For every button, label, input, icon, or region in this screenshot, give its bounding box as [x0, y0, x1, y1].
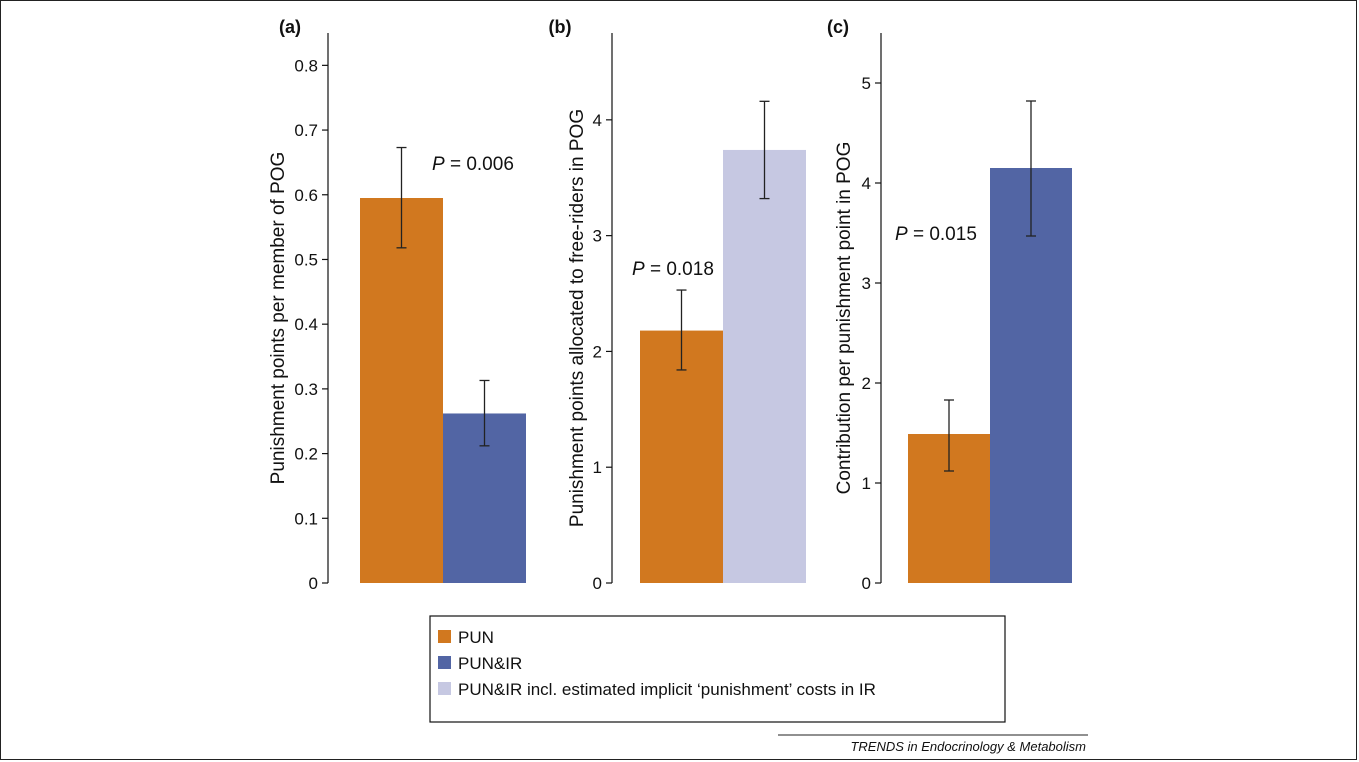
panel-label: (c): [827, 17, 849, 37]
y-tick-label: 3: [593, 227, 602, 246]
legend-label-pun-ir-incl: PUN&IR incl. estimated implicit ‘punishm…: [458, 680, 876, 699]
y-tick-label: 0: [593, 574, 602, 593]
y-tick-label: 4: [862, 174, 871, 193]
bar-pun-ir: [990, 168, 1072, 583]
y-tick-label: 2: [862, 374, 871, 393]
panel-label: (a): [279, 17, 301, 37]
bar-pun: [640, 330, 723, 583]
p-value-annotation: P = 0.006: [432, 154, 514, 175]
p-value-annotation: P = 0.018: [632, 259, 714, 280]
y-axis-label: Punishment points allocated to free-ride…: [567, 109, 588, 527]
y-axis-label: Punishment points per member of POG: [268, 152, 289, 485]
y-tick-label: 0.2: [294, 445, 318, 464]
y-tick-label: 0: [309, 574, 318, 593]
p-value-symbol: P: [432, 154, 445, 175]
y-tick-label: 0.1: [294, 509, 318, 528]
p-value-number: = 0.006: [445, 154, 514, 175]
legend-label-pun: PUN: [458, 628, 494, 647]
credit-text: TRENDS in Endocrinology & Metabolism: [850, 739, 1086, 754]
y-tick-label: 0.6: [294, 186, 318, 205]
legend-swatch-pun: [438, 630, 451, 643]
y-tick-label: 0: [862, 574, 871, 593]
y-tick-label: 0.4: [294, 315, 318, 334]
y-tick-label: 0.8: [294, 56, 318, 75]
y-axis-label: Contribution per punishment point in POG: [834, 142, 855, 495]
p-value-symbol: P: [632, 259, 645, 280]
y-tick-label: 1: [862, 474, 871, 493]
bar-pun-ir: [723, 149, 806, 583]
y-tick-label: 4: [593, 111, 602, 130]
y-tick-label: 0.3: [294, 380, 318, 399]
y-tick-label: 2: [593, 342, 602, 361]
y-tick-label: 3: [862, 274, 871, 293]
y-tick-label: 0.5: [294, 250, 318, 269]
p-value-annotation: P = 0.015: [895, 224, 977, 245]
y-tick-label: 0.7: [294, 121, 318, 140]
p-value-number: = 0.015: [908, 224, 977, 245]
legend-label-pun-ir: PUN&IR: [458, 654, 522, 673]
panel-b: (b) 0 1 2 3 4 Punishment points allocated to f…: [549, 17, 806, 593]
p-value-symbol: P: [895, 224, 908, 245]
y-tick-label: 5: [862, 74, 871, 93]
p-value-number: = 0.018: [645, 259, 714, 280]
legend: PUN PUN&IR PUN&IR incl. estimated implic…: [429, 615, 1006, 723]
panel-c: (c) 0 1 2 3 4 5 Contribution per punishment poi…: [827, 17, 1072, 593]
legend-box: [429, 615, 1006, 723]
legend-swatch-pun-ir: [438, 656, 451, 669]
bar-pun: [360, 198, 443, 583]
panel-a: (a) 0 0.1 0.2 0.3 0.4 0.5 0.6 0.7 0.8 Punishment p…: [268, 17, 526, 593]
chart-panels: (a) 0 0.1 0.2 0.3 0.4 0.5 0.6 0.7 0.8 Punishment p…: [268, 17, 1072, 593]
panel-label: (b): [549, 17, 572, 37]
legend-swatch-pun-ir-incl: [438, 682, 451, 695]
y-tick-label: 1: [593, 458, 602, 477]
